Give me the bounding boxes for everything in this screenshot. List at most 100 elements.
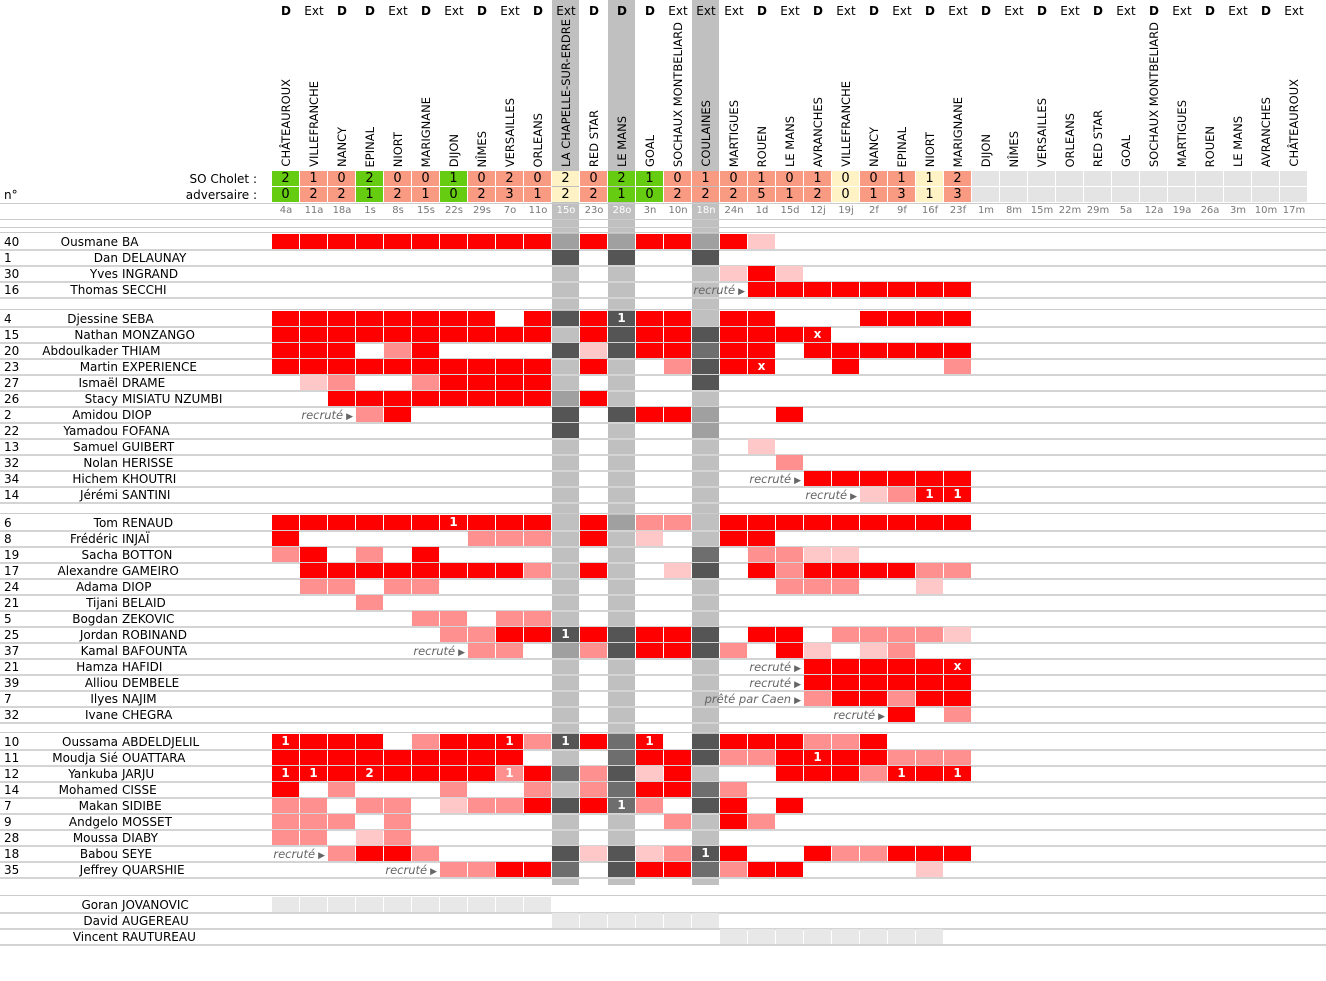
appearance-cell[interactable] [580,766,607,781]
appearance-cell[interactable] [328,234,355,249]
appearance-cell[interactable] [720,343,747,358]
staff-cell[interactable] [832,929,859,944]
match-opponent[interactable]: RED STAR [1091,109,1105,167]
appearance-cell[interactable] [860,343,887,358]
appearance-cell[interactable] [272,234,299,249]
appearance-cell[interactable] [524,311,551,326]
goal-cell[interactable]: 1 [804,750,831,765]
appearance-cell[interactable] [608,407,635,422]
appearance-cell[interactable] [860,766,887,781]
appearance-cell[interactable] [916,311,943,326]
player-row[interactable]: 20 Abdoulkader THIAM [0,343,1326,360]
appearance-cell[interactable] [916,579,943,594]
appearance-cell[interactable] [412,343,439,358]
match-opponent[interactable]: AVRANCHES [1259,96,1273,167]
appearance-cell[interactable] [664,343,691,358]
appearance-cell[interactable] [608,234,635,249]
player-row[interactable]: Vincent RAUTUREAU [0,929,1326,946]
appearance-cell[interactable] [468,375,495,390]
player-row[interactable]: 32 Ivane CHEGRA recruté ▶ [0,707,1326,724]
appearance-cell[interactable] [748,814,775,829]
staff-cell[interactable] [412,897,439,912]
appearance-cell[interactable] [860,643,887,658]
appearance-cell[interactable] [748,531,775,546]
appearance-cell[interactable] [776,734,803,749]
appearance-cell[interactable] [776,547,803,562]
appearance-cell[interactable] [804,643,831,658]
staff-cell[interactable] [328,897,355,912]
appearance-cell[interactable] [356,359,383,374]
appearance-cell[interactable] [356,595,383,610]
appearance-cell[interactable] [608,782,635,797]
appearance-cell[interactable] [328,343,355,358]
appearance-cell[interactable] [412,547,439,562]
player-row[interactable]: 21 Hamza HAFIDI x recruté ▶ [0,659,1326,676]
appearance-cell[interactable] [300,343,327,358]
player-row[interactable]: 4 Djessine SEBA 1 [0,311,1326,328]
appearance-cell[interactable] [916,675,943,690]
appearance-cell[interactable] [776,563,803,578]
appearance-cell[interactable] [832,846,859,861]
appearance-cell[interactable] [440,627,467,642]
red-card-cell[interactable]: x [748,359,775,374]
appearance-cell[interactable] [356,311,383,326]
appearance-cell[interactable] [692,375,719,390]
appearance-cell[interactable] [272,359,299,374]
appearance-cell[interactable] [664,862,691,877]
appearance-cell[interactable] [300,734,327,749]
player-row[interactable]: 1 Dan DELAUNAY [0,250,1326,267]
appearance-cell[interactable] [888,515,915,530]
appearance-cell[interactable] [468,750,495,765]
staff-cell[interactable] [720,929,747,944]
appearance-cell[interactable] [412,611,439,626]
appearance-cell[interactable] [384,311,411,326]
player-row[interactable]: David AUGEREAU [0,913,1326,930]
appearance-cell[interactable] [636,327,663,342]
appearance-cell[interactable] [664,515,691,530]
appearance-cell[interactable] [440,750,467,765]
match-opponent[interactable]: CHÂTEAUROUX [1287,79,1301,167]
appearance-cell[interactable] [944,282,971,297]
match-opponent[interactable]: ROUEN [755,125,769,167]
match-opponent[interactable]: SOCHAUX MONTBELIARD [671,21,685,167]
appearance-cell[interactable] [944,359,971,374]
player-row[interactable]: 39 Alliou DEMBELE recruté ▶ [0,675,1326,692]
appearance-cell[interactable] [832,282,859,297]
appearance-cell[interactable] [300,311,327,326]
appearance-cell[interactable] [636,407,663,422]
appearance-cell[interactable] [888,471,915,486]
match-opponent[interactable]: VILLEFRANCHE [839,81,853,167]
match-opponent[interactable]: MARTIGUES [727,99,741,167]
appearance-cell[interactable] [720,531,747,546]
appearance-cell[interactable] [944,311,971,326]
appearance-cell[interactable] [524,531,551,546]
appearance-cell[interactable] [916,282,943,297]
appearance-cell[interactable] [328,782,355,797]
appearance-cell[interactable] [580,515,607,530]
appearance-cell[interactable] [916,659,943,674]
appearance-cell[interactable] [776,643,803,658]
appearance-cell[interactable] [412,766,439,781]
player-row[interactable]: 2 Amidou DIOP recruté ▶ [0,407,1326,424]
staff-cell[interactable] [860,929,887,944]
appearance-cell[interactable] [832,471,859,486]
appearance-cell[interactable] [832,750,859,765]
appearance-cell[interactable] [720,798,747,813]
appearance-cell[interactable] [776,515,803,530]
appearance-cell[interactable] [804,515,831,530]
appearance-cell[interactable] [524,563,551,578]
appearance-cell[interactable] [300,798,327,813]
match-opponent[interactable]: AVRANCHES [811,96,825,167]
appearance-cell[interactable] [916,691,943,706]
appearance-cell[interactable] [328,327,355,342]
appearance-cell[interactable] [832,563,859,578]
appearance-cell[interactable] [496,862,523,877]
appearance-cell[interactable] [328,359,355,374]
appearance-cell[interactable] [608,862,635,877]
appearance-cell[interactable] [440,766,467,781]
appearance-cell[interactable] [860,515,887,530]
appearance-cell[interactable] [356,563,383,578]
appearance-cell[interactable] [748,343,775,358]
appearance-cell[interactable] [720,734,747,749]
appearance-cell[interactable] [748,266,775,281]
